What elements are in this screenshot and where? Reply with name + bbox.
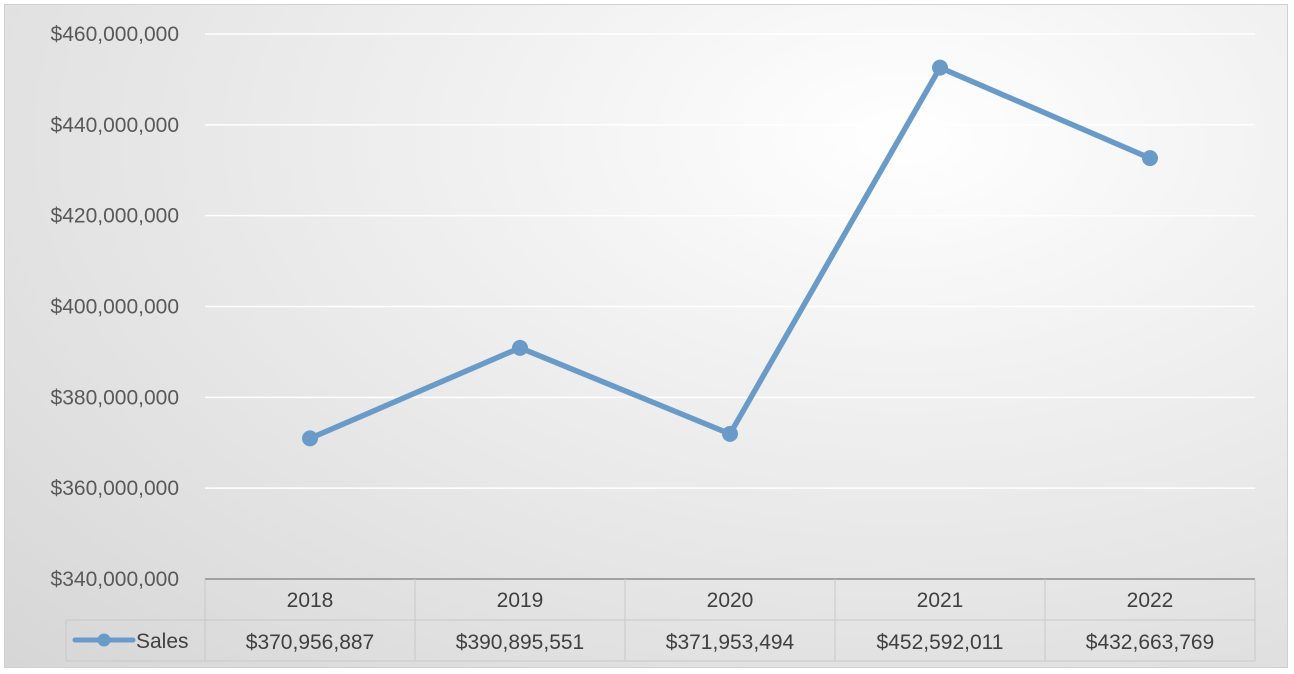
sales-line-chart: $340,000,000 $360,000,000 $380,000,000 $400… [51, 23, 1256, 662]
data-table-value: $432,663,769 [1086, 631, 1214, 654]
y-tick-label: $380,000,000 [51, 386, 179, 409]
y-tick-label: $400,000,000 [51, 296, 179, 319]
data-table-value: $390,895,551 [456, 631, 584, 654]
y-tick-label: $440,000,000 [51, 114, 179, 137]
data-table-value: $452,592,011 [877, 631, 1004, 654]
x-category-label: 2022 [1127, 589, 1174, 612]
sales-data-point [722, 425, 738, 442]
x-category-label: 2021 [917, 589, 964, 612]
legend-label: Sales [136, 630, 189, 653]
y-tick-label: $420,000,000 [51, 205, 179, 228]
sales-series-line [307, 64, 1153, 442]
sales-data-point [512, 339, 528, 356]
sales-data-point [932, 59, 948, 76]
y-tick-label: $460,000,000 [51, 23, 179, 46]
y-tick-label: $360,000,000 [51, 477, 179, 500]
data-table-value: $371,953,494 [666, 631, 795, 654]
legend-marker [97, 633, 111, 647]
y-tick-label: $340,000,000 [51, 568, 179, 591]
sales-data-point [1142, 150, 1158, 167]
x-category-label: 2019 [497, 589, 544, 612]
x-category-label: 2020 [707, 589, 754, 612]
data-table-value: $370,956,887 [246, 631, 374, 654]
x-category-label: 2018 [287, 589, 334, 612]
sales-data-point [302, 430, 318, 447]
chart-frame: $340,000,000 $360,000,000 $380,000,000 $400… [4, 4, 1288, 668]
